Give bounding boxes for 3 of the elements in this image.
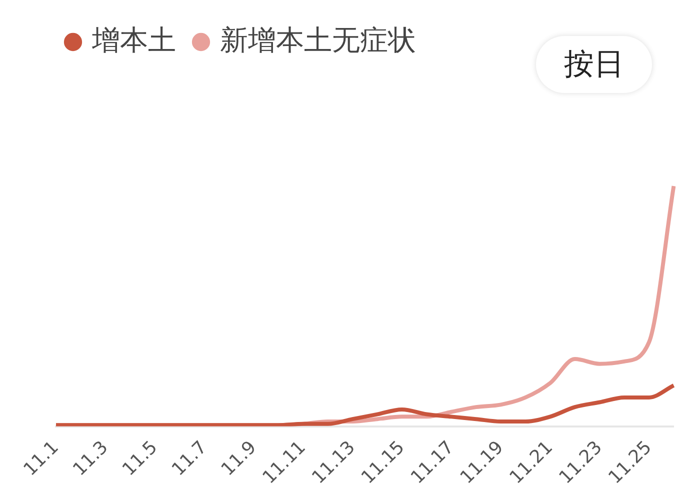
legend-label: 增本土 — [91, 23, 176, 56]
legend-label: 新增本土无症状 — [220, 23, 416, 56]
text: 按日 — [536, 36, 652, 93]
